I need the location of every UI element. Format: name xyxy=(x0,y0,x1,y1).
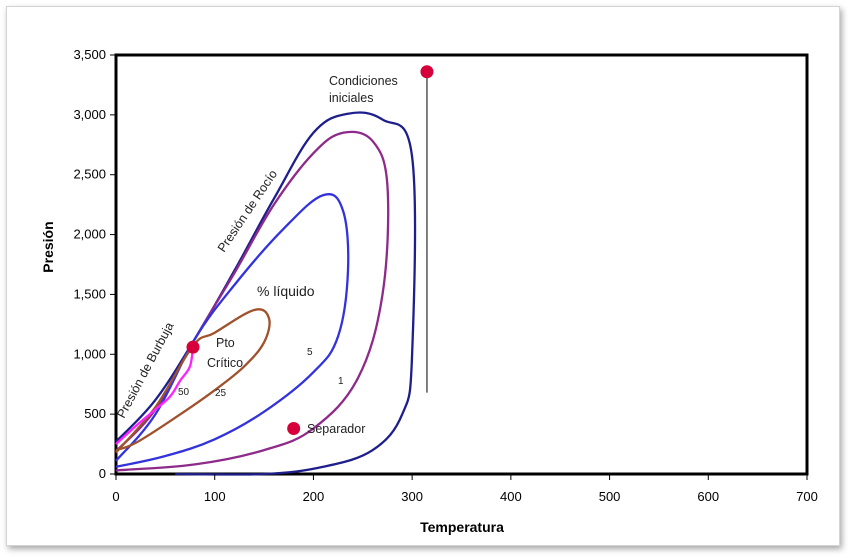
y-tick-label: 3,000 xyxy=(73,107,106,122)
series-line-5 xyxy=(115,345,195,445)
y-tick-label: 1,000 xyxy=(73,346,106,361)
label-porcentaje-liquido: % líquido xyxy=(257,283,315,299)
x-tick-label: 100 xyxy=(204,489,226,504)
label-5: 5 xyxy=(307,347,313,358)
x-tick-label: 300 xyxy=(401,489,423,504)
label-50: 50 xyxy=(178,387,190,398)
y-tick-label: 2,000 xyxy=(73,227,106,242)
y-tick-label: 3,500 xyxy=(73,47,106,62)
marker-point-3 xyxy=(287,422,301,436)
y-axis-title: Presión xyxy=(40,221,56,272)
marker-point-2 xyxy=(186,340,200,354)
y-tick-label: 0 xyxy=(99,466,106,481)
tick-layer: 0 100 200 300 400 500 600 700 0 500 1,000 1,500 2,00… xyxy=(73,47,817,504)
label-condiciones-line2: iniciales xyxy=(329,91,373,105)
y-tick-label: 2,500 xyxy=(73,167,106,182)
y-tick-label: 500 xyxy=(84,406,106,421)
label-critico: Crítico xyxy=(207,356,243,370)
marker-point-1 xyxy=(420,65,434,79)
x-tick-label: 400 xyxy=(500,489,522,504)
label-separador: Separador xyxy=(307,422,365,436)
x-tick-label: 0 xyxy=(112,489,119,504)
label-25: 25 xyxy=(215,388,227,399)
label-1: 1 xyxy=(338,376,344,387)
series-layer xyxy=(115,71,428,476)
x-tick-label: 500 xyxy=(599,489,621,504)
x-tick-label: 200 xyxy=(303,489,325,504)
series-line-4 xyxy=(115,308,271,454)
phase-envelope-chart: 0 100 200 300 400 500 600 700 0 500 1,000 1,500 2,00… xyxy=(40,47,818,535)
y-tick-label: 1,500 xyxy=(73,286,106,301)
marker-layer xyxy=(186,65,434,436)
label-pto: Pto xyxy=(216,336,235,350)
x-tick-label: 700 xyxy=(796,489,818,504)
plot-area xyxy=(114,53,809,476)
series-line-3 xyxy=(115,193,350,468)
x-axis-title: Temperatura xyxy=(420,519,504,535)
label-condiciones-line1: Condiciones xyxy=(329,74,398,88)
x-tick-label: 600 xyxy=(697,489,719,504)
chart-frame: 0 100 200 300 400 500 600 700 0 500 1,000 1,500 2,00… xyxy=(6,6,840,546)
